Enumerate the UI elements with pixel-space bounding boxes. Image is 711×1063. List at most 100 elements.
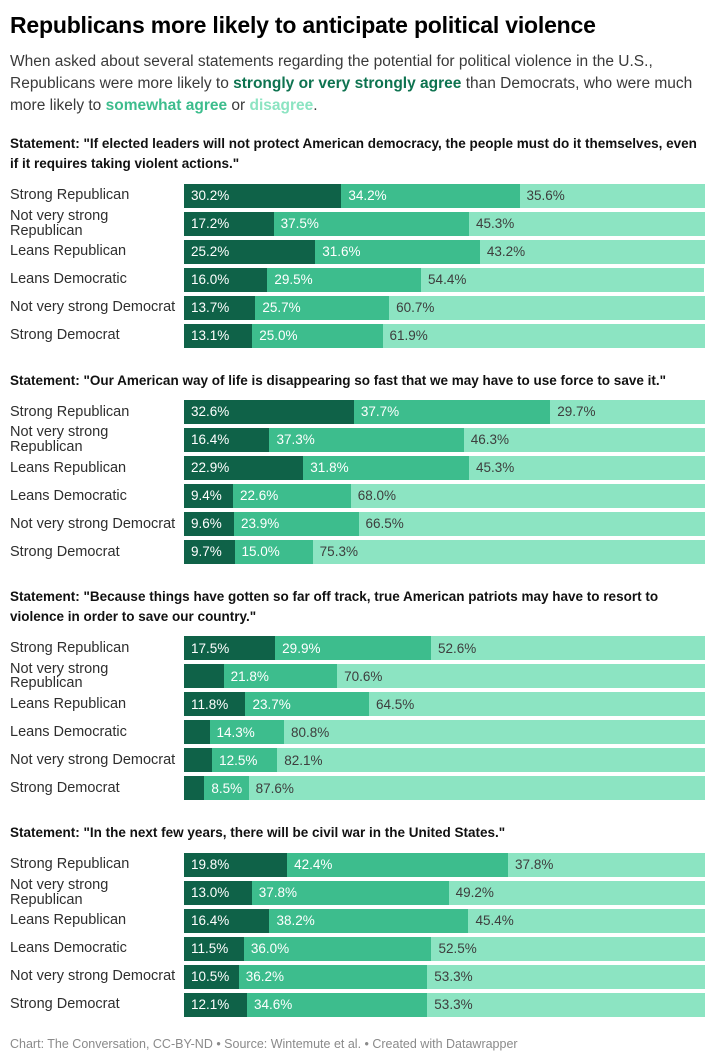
value-label: 45.4% — [475, 913, 514, 928]
value-label: 29.7% — [557, 404, 596, 420]
segment-somewhat-agree: 25.0% — [252, 323, 383, 348]
value-label: 17.2% — [191, 216, 230, 231]
segment-somewhat-agree: 36.2% — [238, 964, 428, 989]
value-label: 34.6% — [254, 997, 293, 1012]
value-label: 70.6% — [344, 668, 383, 684]
segment-somewhat-agree: 29.9% — [275, 636, 431, 661]
segment-disagree: 52.6% — [430, 636, 705, 661]
category-label: Leans Democratic — [10, 724, 127, 740]
stacked-bar: 8.5% 87.6% — [184, 776, 705, 801]
value-label: 9.4% — [191, 488, 222, 504]
segment-somewhat-agree: 34.2% — [341, 183, 520, 208]
segment-somewhat-agree: 29.5% — [267, 267, 422, 292]
segment-strongly-agree: 11.5% — [184, 936, 244, 961]
value-label: 9.7% — [191, 544, 222, 560]
stacked-bar: 25.2% 31.6% 43.2% — [184, 239, 705, 264]
segment-strongly-agree: 13.1% — [184, 323, 253, 348]
category-label: Not very strong Democrat — [10, 968, 176, 985]
segment-strongly-agree: 9.7% — [184, 539, 235, 564]
value-label: 53.3% — [434, 969, 473, 984]
value-label: 80.8% — [291, 724, 330, 740]
value-label: 29.5% — [274, 272, 313, 287]
bar-row: Not very strong Democrat 9.6% 23.9% 66.5% — [10, 511, 705, 536]
segment-strongly-agree: 13.7% — [184, 295, 256, 320]
stacked-bar: 19.8% 42.4% 37.8% — [184, 852, 705, 877]
segment-strongly-agree: 19.8% — [184, 852, 288, 877]
value-label: 14.3% — [216, 724, 255, 740]
value-label: 45.3% — [475, 216, 515, 231]
value-label: 42.4% — [294, 857, 333, 872]
value-label: 60.7% — [396, 300, 435, 315]
value-label: 53.3% — [434, 997, 473, 1012]
value-label: 22.9% — [191, 460, 230, 476]
segment-strongly-agree: 13.0% — [184, 880, 252, 905]
value-label: 46.3% — [470, 432, 510, 448]
value-label: 9.6% — [191, 516, 222, 532]
stacked-bar: 13.1% 25.0% 61.9% — [184, 323, 705, 348]
stacked-bar: 11.8% 23.7% 64.5% — [184, 692, 705, 717]
segment-somewhat-agree: 38.2% — [269, 908, 469, 933]
bar-row: Not very strong Democrat 13.7% 25.7% 60.7% — [10, 295, 706, 320]
chart-sections: Statement: "If elected leaders will not … — [10, 134, 706, 1017]
stacked-bar: 21.8% 70.6% — [184, 664, 705, 689]
segment-disagree: 52.5% — [431, 936, 705, 961]
stacked-bar: 30.2% 34.2% 35.6% — [184, 183, 705, 208]
segment-somewhat-agree: 36.0% — [243, 936, 432, 961]
value-label: 23.9% — [241, 516, 280, 532]
category-label: Leans Republican — [10, 912, 127, 929]
value-label: 52.5% — [438, 941, 477, 956]
value-label: 15.0% — [241, 544, 280, 560]
bar-row: Strong Republican 19.8% 42.4% 37.8% — [10, 852, 705, 877]
segment-disagree: 49.2% — [448, 880, 705, 905]
category-label: Strong Democrat — [10, 996, 120, 1013]
value-label: 37.7% — [360, 404, 400, 420]
segment-somewhat-agree: 42.4% — [287, 852, 509, 877]
bar-row: Strong Democrat 12.1% 34.6% 53.3% — [10, 992, 705, 1017]
segment-disagree: 53.3% — [427, 964, 705, 989]
value-label: 37.8% — [515, 857, 554, 872]
stacked-bar: 10.5% 36.2% 53.3% — [184, 964, 705, 989]
bar-row: Leans Democratic 16.0% 29.5% 54.4% — [10, 267, 705, 292]
value-label: 25.0% — [259, 328, 298, 343]
subtitle-text-mid: than Democrats, who were much more likel… — [10, 75, 693, 114]
segment-disagree: 45.3% — [468, 211, 705, 236]
bar-row: Leans Democratic 9.4% 22.6% 68.0% — [10, 483, 705, 508]
value-label: 68.0% — [357, 488, 396, 504]
value-label: 36.2% — [245, 969, 284, 984]
bar-row: Leans Republican 11.8% 23.7% 64.5% — [10, 692, 705, 717]
category-label: Strong Democrat — [10, 327, 120, 344]
bar-row: Not very strong Democrat 10.5% 36.2% 53.3% — [10, 964, 705, 989]
segment-somewhat-agree: 25.7% — [255, 295, 390, 320]
segment-disagree: 70.6% — [337, 664, 705, 689]
segment-somewhat-agree: 37.5% — [273, 211, 469, 236]
bar-row: Strong Republican 17.5% 29.9% 52.6% — [10, 636, 705, 661]
segment-somewhat-agree: 37.3% — [269, 427, 464, 452]
segment-strongly-agree — [184, 776, 205, 801]
value-label: 11.5% — [191, 941, 229, 956]
bar-row: Strong Democrat 9.7% 15.0% 75.3% — [10, 539, 705, 564]
segment-somewhat-agree: 8.5% — [204, 776, 249, 801]
segment-disagree: 45.3% — [468, 455, 705, 480]
segment-disagree: 53.3% — [427, 992, 705, 1017]
subtitle-text-or: or — [227, 97, 250, 114]
value-label: 12.5% — [219, 752, 258, 768]
segment-strongly-agree — [184, 664, 224, 689]
subtitle-text-end: . — [313, 97, 318, 114]
value-label: 82.1% — [284, 752, 323, 768]
value-label: 23.7% — [252, 696, 291, 712]
value-label: 52.6% — [437, 640, 477, 656]
category-label: Not very strong Democrat — [10, 515, 176, 532]
stacked-bar: 13.0% 37.8% 49.2% — [184, 880, 705, 905]
segment-strongly-agree — [184, 720, 210, 745]
segment-disagree: 45.4% — [468, 908, 705, 933]
value-label: 11.8% — [191, 696, 229, 712]
bar-row: Leans Republican 25.2% 31.6% 43.2% — [10, 239, 705, 264]
segment-disagree: 60.7% — [389, 295, 706, 320]
segment-strongly-agree: 25.2% — [184, 239, 316, 264]
stacked-bar: 9.6% 23.9% 66.5% — [184, 511, 705, 536]
category-label: Not very strong Republican — [10, 424, 109, 455]
segment-somewhat-agree: 22.6% — [232, 483, 351, 508]
category-label: Strong Republican — [10, 640, 130, 656]
value-label: 19.8% — [191, 857, 230, 872]
value-label: 25.2% — [191, 244, 230, 259]
